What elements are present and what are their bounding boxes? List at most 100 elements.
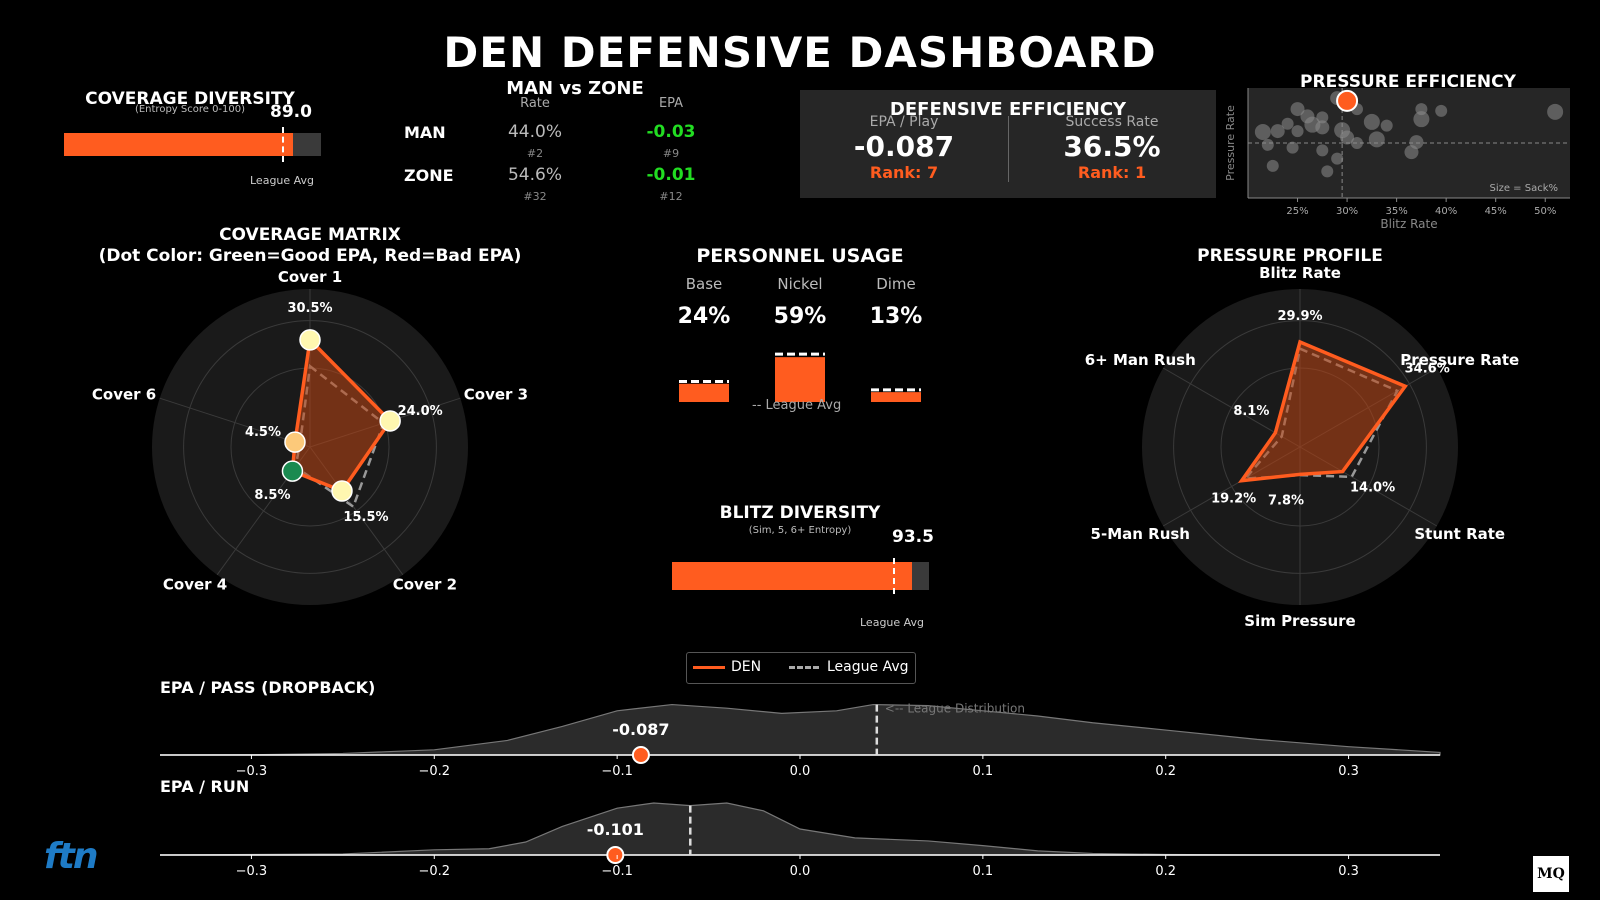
density-x-tick-label: 0.0 xyxy=(790,764,811,779)
success-rate-rank: Rank: 1 xyxy=(1077,163,1147,182)
density-x-tick-label: −0.3 xyxy=(236,864,268,879)
page-title: DEN DEFENSIVE DASHBOARD xyxy=(443,28,1157,77)
zone-rate: 54.6% xyxy=(507,165,562,185)
coverage-matrix-subtitle: (Dot Color: Green=Good EPA, Red=Bad EPA) xyxy=(98,246,522,266)
scatter-point xyxy=(1547,103,1564,120)
personnel-category: Base xyxy=(686,275,723,293)
radar-den-polygon xyxy=(290,336,393,494)
radar-dot xyxy=(281,460,304,482)
personnel-league-label: -- League Avg xyxy=(752,398,842,413)
radar-dot xyxy=(379,410,401,432)
density-league-label: <-- League Distribution xyxy=(885,702,1025,716)
man-label: MAN xyxy=(404,123,446,142)
radar-value-label: 34.6% xyxy=(1405,361,1450,376)
epa-pass-chart: <-- League Distribution -0.087 −0.3 −0.2 −0.… xyxy=(159,702,1441,779)
radar-value-label: 19.2% xyxy=(1211,492,1256,507)
personnel-usage-chart: Base 24% Nickel 59% Dime 13% xyxy=(678,275,923,402)
man-zone-rate-header: Rate xyxy=(520,96,550,111)
radar-value-label: 8.5% xyxy=(254,488,290,503)
personnel-bar xyxy=(871,392,921,402)
density-area xyxy=(159,703,1441,756)
scatter-point xyxy=(1368,131,1385,148)
personnel-bar xyxy=(679,383,729,402)
legend-league-label: League Avg xyxy=(827,659,909,675)
personnel-value: 13% xyxy=(870,304,923,329)
blitz-diversity-fill xyxy=(672,562,913,590)
scatter-x-tick-label: 45% xyxy=(1485,206,1507,217)
scatter-point xyxy=(1321,165,1334,178)
radar-value-label: 29.9% xyxy=(1277,309,1322,324)
density-x-tick-label: 0.1 xyxy=(973,864,994,879)
scatter-point xyxy=(1340,130,1355,145)
scatter-x-tick-label: 50% xyxy=(1534,206,1556,217)
radar-dot xyxy=(284,431,306,453)
pressure-profile-title: PRESSURE PROFILE xyxy=(1197,246,1383,266)
blitz-diversity-league-label: League Avg xyxy=(860,616,925,629)
scatter-point xyxy=(1435,104,1448,117)
coverage-matrix-radar: Cover 1 Cover 3 Cover 2 Cover 4 Cover 6 30.5%… xyxy=(92,268,528,605)
scatter-point xyxy=(1290,102,1305,117)
radar-value-label: 8.1% xyxy=(1233,404,1269,419)
scatter-note: Size = Sack% xyxy=(1489,183,1558,194)
legend: DEN League Avg xyxy=(686,652,916,684)
scatter-x-tick-label: 25% xyxy=(1286,206,1308,217)
radar-value-label: 15.5% xyxy=(343,510,388,525)
density-team-label: -0.101 xyxy=(587,820,644,839)
density-x-tick-label: 0.2 xyxy=(1155,764,1176,779)
coverage-diversity-subtitle: (Entropy Score 0-100) xyxy=(134,104,246,115)
scatter-point xyxy=(1350,137,1363,149)
radar-axis-label: Cover 1 xyxy=(278,268,342,286)
radar-value-label: 14.0% xyxy=(1350,481,1395,496)
coverage-diversity-league-label: League Avg xyxy=(250,174,315,187)
scatter-x-tick-label: 30% xyxy=(1336,206,1358,217)
density-team-dot xyxy=(606,846,625,864)
coverage-diversity-track xyxy=(64,127,321,162)
legend-den-label: DEN xyxy=(731,659,762,675)
radar-axis-label: Sim Pressure xyxy=(1244,612,1355,630)
radar-dot xyxy=(299,329,321,351)
man-epa: -0.03 xyxy=(646,122,696,142)
epa-play-value: -0.087 xyxy=(853,130,955,163)
density-team-label: -0.087 xyxy=(612,720,669,739)
legend-league-swatch xyxy=(789,666,819,669)
radar-value-label: 24.0% xyxy=(398,404,443,419)
personnel-bar xyxy=(775,357,825,402)
zone-rate-rank: #32 xyxy=(523,190,547,203)
scatter-x-label: Blitz Rate xyxy=(1380,217,1437,231)
density-x-tick-label: −0.2 xyxy=(418,764,450,779)
scatter-point xyxy=(1291,125,1304,138)
pressure-profile-radar: Blitz Rate Pressure Rate Stunt Rate Sim Pre… xyxy=(1085,264,1519,630)
coverage-diversity-league-marker xyxy=(282,127,285,162)
density-x-tick-label: −0.1 xyxy=(601,864,633,879)
density-x-tick-label: −0.1 xyxy=(601,764,633,779)
radar-axis-label: Cover 4 xyxy=(163,576,227,594)
blitz-diversity-track xyxy=(672,558,929,594)
density-x-tick-label: 0.1 xyxy=(973,764,994,779)
epa-play-rank: Rank: 7 xyxy=(869,163,939,182)
radar-axis-label: Blitz Rate xyxy=(1259,264,1341,282)
defensive-efficiency-panel: DEFENSIVE EFFICIENCY EPA / Play -0.087 R… xyxy=(800,90,1216,198)
radar-value-label: 7.8% xyxy=(1268,493,1304,508)
personnel-value: 59% xyxy=(774,304,827,329)
scatter-point xyxy=(1254,124,1271,140)
density-x-tick-label: 0.3 xyxy=(1338,764,1359,779)
scatter-point xyxy=(1413,111,1430,128)
blitz-diversity-title: BLITZ DIVERSITY xyxy=(719,503,881,523)
radar-axis-label: Stunt Rate xyxy=(1414,525,1505,543)
blitz-diversity-subtitle: (Sim, 5, 6+ Entropy) xyxy=(748,525,852,536)
zone-label: ZONE xyxy=(404,166,454,185)
pressure-efficiency-title: PRESSURE EFFICIENCY xyxy=(1300,72,1516,92)
scatter-point xyxy=(1315,120,1330,135)
coverage-matrix-title: COVERAGE MATRIX xyxy=(219,225,401,245)
man-rate: 44.0% xyxy=(507,122,562,142)
coverage-diversity-fill xyxy=(64,133,293,156)
epa-run-title: EPA / RUN xyxy=(160,777,250,796)
legend-den-swatch xyxy=(693,666,725,669)
man-epa-rank: #9 xyxy=(662,147,680,160)
mq-logo: MQ xyxy=(1533,856,1569,892)
density-x-tick-label: −0.3 xyxy=(236,764,268,779)
pressure-efficiency-chart: 25% 30% 35% 40% 45% 50% Blitz Rate Pressure Rat… xyxy=(1224,88,1570,231)
success-rate-value: 36.5% xyxy=(1063,130,1161,163)
blitz-diversity-value: 93.5 xyxy=(892,527,934,547)
defensive-efficiency-divider xyxy=(1008,116,1009,182)
